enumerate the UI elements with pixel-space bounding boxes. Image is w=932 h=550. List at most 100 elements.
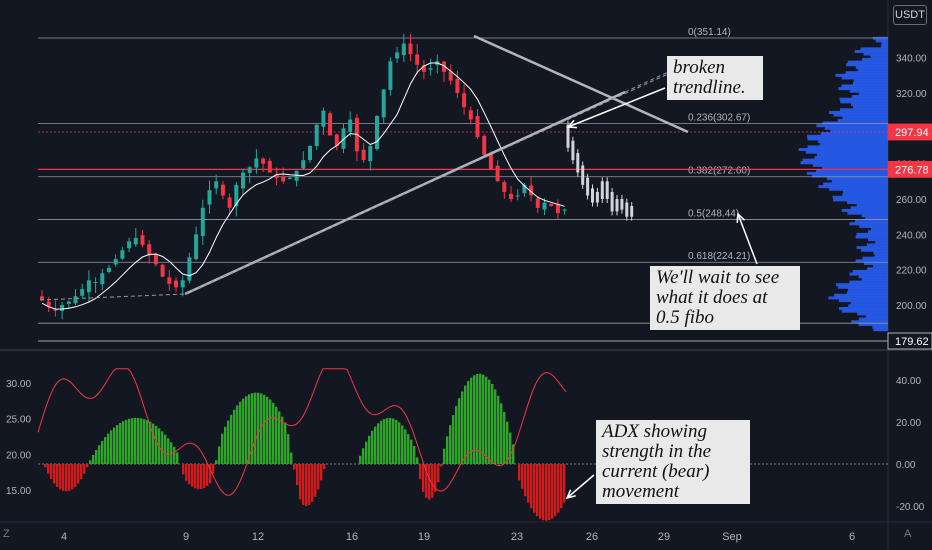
candle-body — [180, 280, 185, 288]
volume-profile-bar — [818, 185, 888, 189]
adx-histogram-bar — [83, 464, 86, 474]
volume-profile-bar — [823, 182, 888, 186]
adx-histogram-bar — [494, 389, 497, 464]
price-tag-box — [887, 332, 932, 350]
volume-profile-bar — [841, 84, 888, 88]
volume-profile-bar — [820, 132, 888, 136]
adx-histogram-bar — [131, 418, 134, 464]
time-axis-label: 23 — [511, 531, 523, 543]
volume-profile-bar — [873, 251, 888, 255]
adx-histogram-bar — [254, 392, 257, 464]
adx-histogram-bar — [92, 454, 95, 464]
volume-profile-bar — [835, 283, 888, 287]
adx-axis-left-tick: 30.00 — [6, 379, 31, 390]
adx-histogram-bar — [71, 464, 74, 490]
moving-average-line — [41, 62, 565, 310]
candle-body — [53, 309, 58, 311]
adx-histogram-bar — [317, 464, 320, 490]
candle-body — [408, 43, 413, 55]
projection-body — [610, 191, 614, 212]
candle-body — [455, 78, 460, 94]
adx-histogram-bar — [299, 464, 302, 500]
currency-badge[interactable]: USDT — [893, 5, 927, 25]
adx-histogram-bar — [65, 464, 68, 492]
adx-histogram-bar — [404, 429, 407, 464]
arrow-trendline — [567, 87, 666, 128]
adx-histogram-bar — [62, 464, 65, 491]
volume-profile-bar — [852, 81, 888, 85]
adx-histogram-bar — [269, 399, 272, 464]
fib-level-label: 0.382(272.60) — [688, 166, 750, 177]
adx-histogram-bar — [215, 460, 218, 464]
adx-histogram-bar — [185, 464, 188, 481]
volume-profile-bar — [853, 79, 888, 83]
volume-profile-bar — [816, 124, 888, 128]
projection-body — [591, 188, 594, 203]
volume-profile-bar — [860, 47, 888, 51]
adx-histogram-bar — [512, 444, 515, 464]
fib-level-label: 0.236(302.67) — [688, 113, 750, 124]
annotation-broken-trendline: broken trendline. — [667, 56, 763, 100]
adx-histogram-bar — [434, 464, 437, 492]
adx-histogram-bar — [236, 405, 239, 464]
adx-histogram-bar — [305, 464, 308, 506]
volume-profile-bar — [862, 57, 888, 61]
fib-level-label: 0.618(224.21) — [688, 251, 750, 262]
projection-body — [586, 177, 590, 196]
adx-histogram-bar — [371, 430, 374, 464]
volume-profile-bar — [845, 71, 888, 75]
adx-histogram-bar — [359, 455, 362, 464]
adx-histogram-bar — [413, 445, 416, 464]
adx-histogram-bar — [188, 464, 191, 485]
candle-body — [227, 197, 232, 208]
volume-profile-bar — [816, 153, 888, 157]
projection-body — [595, 191, 599, 203]
adx-histogram-bar — [425, 464, 428, 498]
adx-histogram-bar — [137, 417, 140, 464]
volume-profile-bar — [822, 121, 888, 125]
candle-body — [448, 71, 453, 81]
projection-body — [600, 181, 604, 200]
adx-histogram-bar — [446, 436, 449, 464]
candle-body — [395, 52, 400, 59]
volume-profile-bar — [816, 169, 888, 173]
volume-profile-bar — [841, 208, 888, 212]
time-axis-label: 26 — [586, 531, 598, 543]
volume-profile-bar — [881, 42, 888, 46]
candle-body — [140, 235, 145, 245]
volume-profile-bar — [829, 110, 888, 114]
volume-profile-bar — [852, 105, 888, 109]
annotation-text: broken trendline. — [673, 57, 746, 98]
candle-body — [247, 167, 252, 173]
candle-body — [60, 304, 65, 311]
annotation-line: movement — [602, 481, 680, 502]
adx-axis-right-tick: 40.00 — [896, 376, 921, 387]
candle-body — [462, 93, 467, 108]
candle-body — [147, 244, 152, 256]
candle-body — [86, 280, 91, 293]
adx-histogram-bar — [395, 420, 398, 464]
adx-histogram-bar — [221, 433, 224, 464]
candle-body — [502, 182, 507, 192]
adx-histogram-bar — [296, 464, 299, 486]
adx-histogram-bar — [488, 379, 491, 464]
adx-histogram-bar — [248, 394, 251, 464]
volume-profile-bar — [874, 254, 888, 258]
volume-profile-bar — [875, 39, 888, 43]
adx-histogram-bar — [50, 464, 53, 480]
volume-profile-bar — [839, 307, 888, 311]
volume-profile-bar — [861, 248, 888, 252]
scale-mode-z[interactable]: Z — [3, 528, 10, 540]
price-tag-label: 179.62 — [895, 336, 929, 348]
adx-histogram-bar — [278, 411, 281, 464]
adx-histogram-bar — [500, 403, 503, 464]
adx-histogram-bar — [140, 418, 143, 464]
candle-body — [167, 277, 172, 284]
adx-histogram-bar — [134, 417, 137, 464]
adx-histogram-bar — [557, 464, 560, 513]
scale-mode-a[interactable]: A — [904, 528, 912, 540]
adx-histogram-bar — [314, 464, 317, 497]
time-axis-label: 4 — [61, 531, 67, 543]
adx-histogram-bar — [443, 448, 446, 464]
